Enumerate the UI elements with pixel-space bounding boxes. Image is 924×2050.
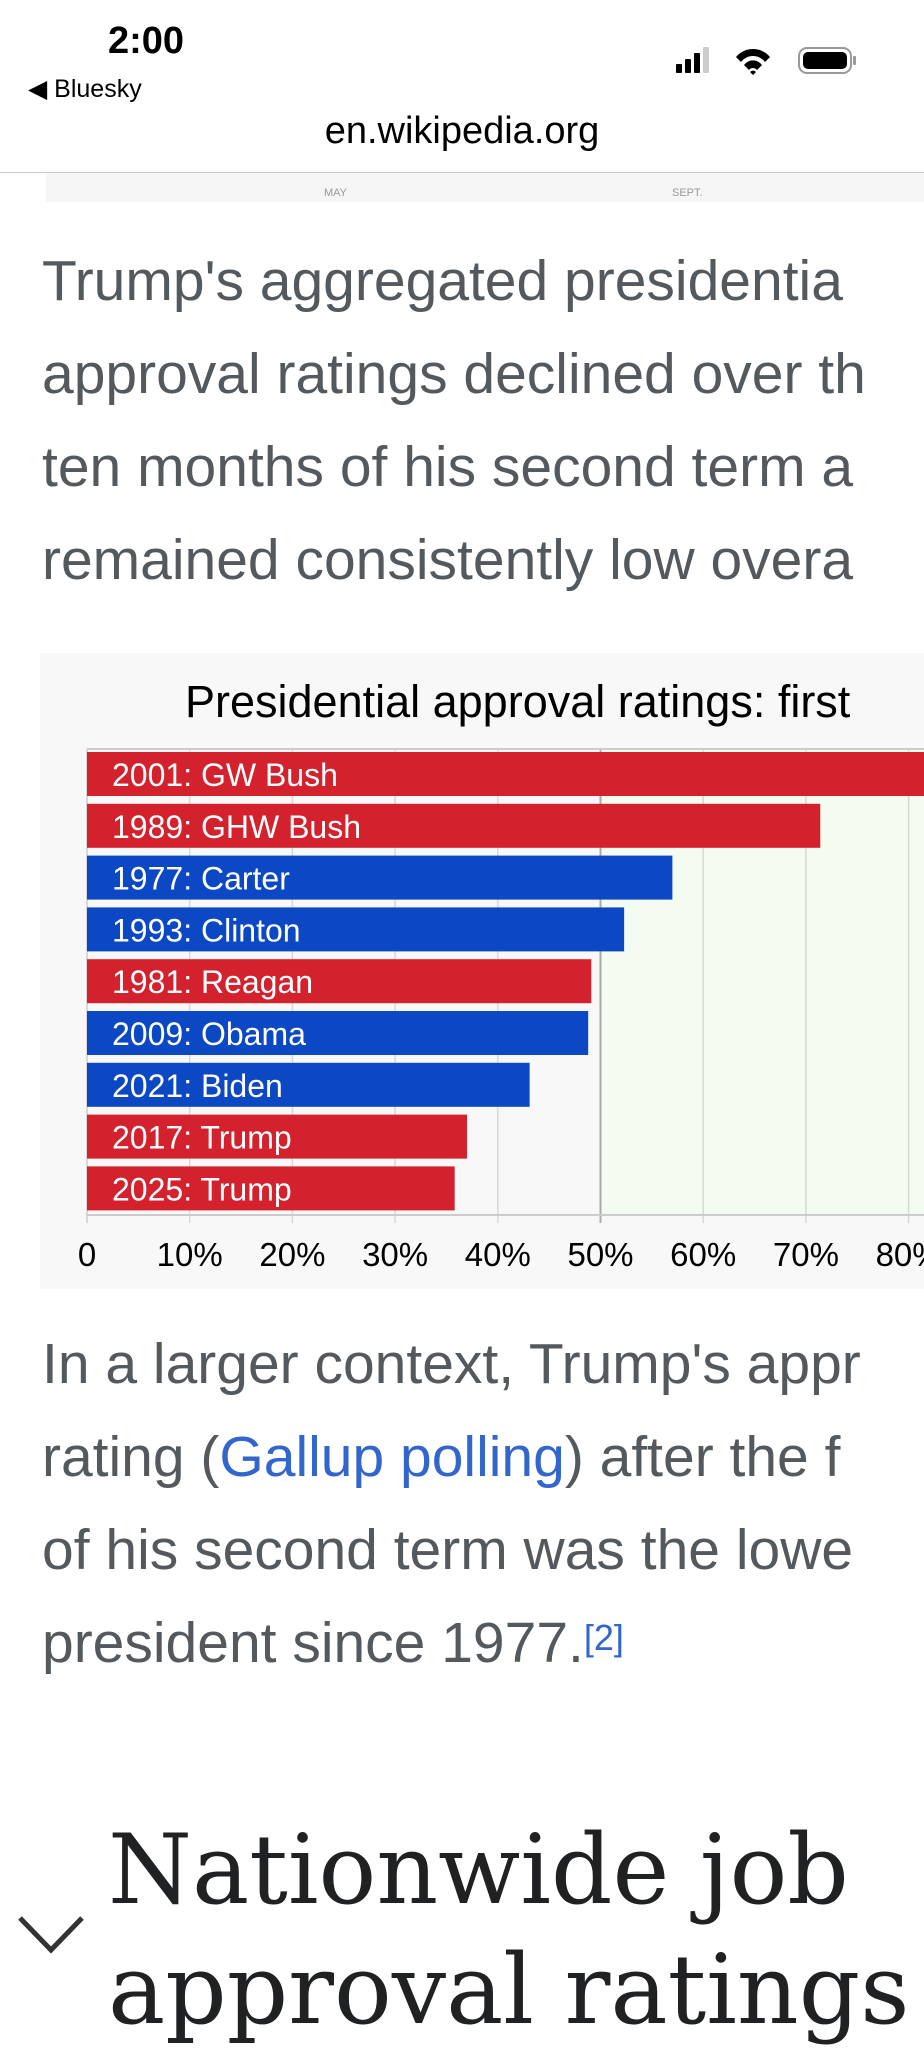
bar-label: 1993: Clinton	[112, 912, 301, 948]
bar-label: 2009: Obama	[112, 1016, 306, 1052]
text: ) after the f	[565, 1425, 841, 1489]
bar-label: 1981: Reagan	[112, 964, 313, 1000]
bar-label: 2021: Biden	[112, 1068, 283, 1104]
text-line: of his second term was the lowe	[42, 1504, 853, 1597]
section-heading: Nationwide job approval ratings	[108, 1810, 909, 2050]
bar-label: 1989: GHW Bush	[112, 809, 361, 845]
text-line: In a larger context, Trump's appr	[42, 1318, 861, 1411]
text-line: president since 1977.[2]	[42, 1597, 624, 1690]
x-tick-label: 70%	[773, 1236, 839, 1273]
bar-label: 2001: GW Bush	[112, 757, 338, 793]
gallup-polling-link[interactable]: Gallup polling	[219, 1425, 564, 1489]
approval-bar-chart: 0 10% 20% 30% 40% 50% 60% 70% 80% 2001: GW Bush 19…	[0, 0, 924, 2000]
bar-label: 1977: Carter	[112, 861, 290, 897]
text-line: rating (Gallup polling) after the f	[42, 1411, 840, 1504]
x-tick-label: 50%	[567, 1236, 633, 1273]
x-tick-label: 80%	[876, 1236, 924, 1273]
text: president since 1977.	[42, 1611, 584, 1675]
bar-label: 2017: Trump	[112, 1120, 292, 1156]
heading-line: approval ratings	[108, 1930, 909, 2050]
x-tick-label: 30%	[362, 1236, 428, 1273]
chevron-down-icon[interactable]	[16, 1910, 86, 1960]
x-tick-label: 60%	[670, 1236, 736, 1273]
x-tick-label: 40%	[465, 1236, 531, 1273]
bar-label: 2025: Trump	[112, 1171, 292, 1207]
text: rating (	[42, 1425, 219, 1489]
citation-link[interactable]: [2]	[584, 1617, 624, 1658]
heading-line: Nationwide job	[108, 1810, 909, 1930]
x-tick-label: 20%	[259, 1236, 325, 1273]
x-tick-label: 0	[78, 1236, 96, 1273]
x-tick-label: 10%	[157, 1236, 223, 1273]
